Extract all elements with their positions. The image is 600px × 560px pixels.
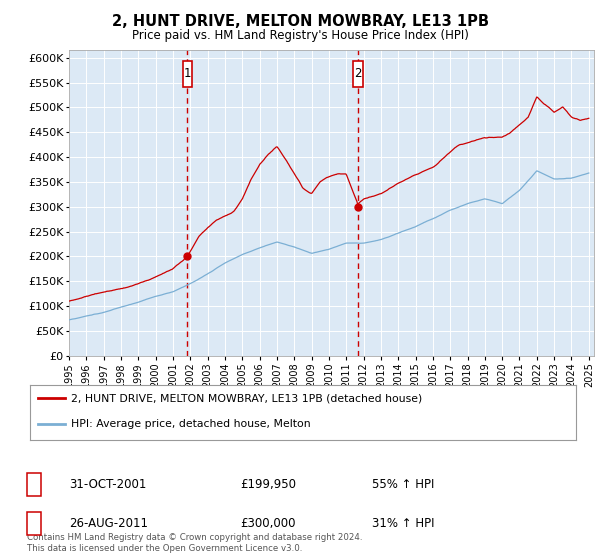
Text: HPI: Average price, detached house, Melton: HPI: Average price, detached house, Melt… [71, 419, 311, 429]
FancyBboxPatch shape [182, 61, 192, 87]
Text: 2: 2 [354, 67, 362, 80]
Text: 26-AUG-2011: 26-AUG-2011 [69, 517, 148, 530]
Text: £199,950: £199,950 [240, 478, 296, 491]
FancyBboxPatch shape [353, 61, 362, 87]
Text: 1: 1 [184, 67, 191, 80]
Text: 31-OCT-2001: 31-OCT-2001 [69, 478, 146, 491]
Text: £300,000: £300,000 [240, 517, 296, 530]
Text: Price paid vs. HM Land Registry's House Price Index (HPI): Price paid vs. HM Land Registry's House … [131, 29, 469, 42]
Text: 55% ↑ HPI: 55% ↑ HPI [372, 478, 434, 491]
Text: 31% ↑ HPI: 31% ↑ HPI [372, 517, 434, 530]
Text: 1: 1 [31, 478, 38, 491]
Text: 2: 2 [31, 517, 38, 530]
Text: 2, HUNT DRIVE, MELTON MOWBRAY, LE13 1PB (detached house): 2, HUNT DRIVE, MELTON MOWBRAY, LE13 1PB … [71, 394, 422, 403]
Text: 2, HUNT DRIVE, MELTON MOWBRAY, LE13 1PB: 2, HUNT DRIVE, MELTON MOWBRAY, LE13 1PB [112, 14, 488, 29]
Text: Contains HM Land Registry data © Crown copyright and database right 2024.
This d: Contains HM Land Registry data © Crown c… [27, 533, 362, 553]
